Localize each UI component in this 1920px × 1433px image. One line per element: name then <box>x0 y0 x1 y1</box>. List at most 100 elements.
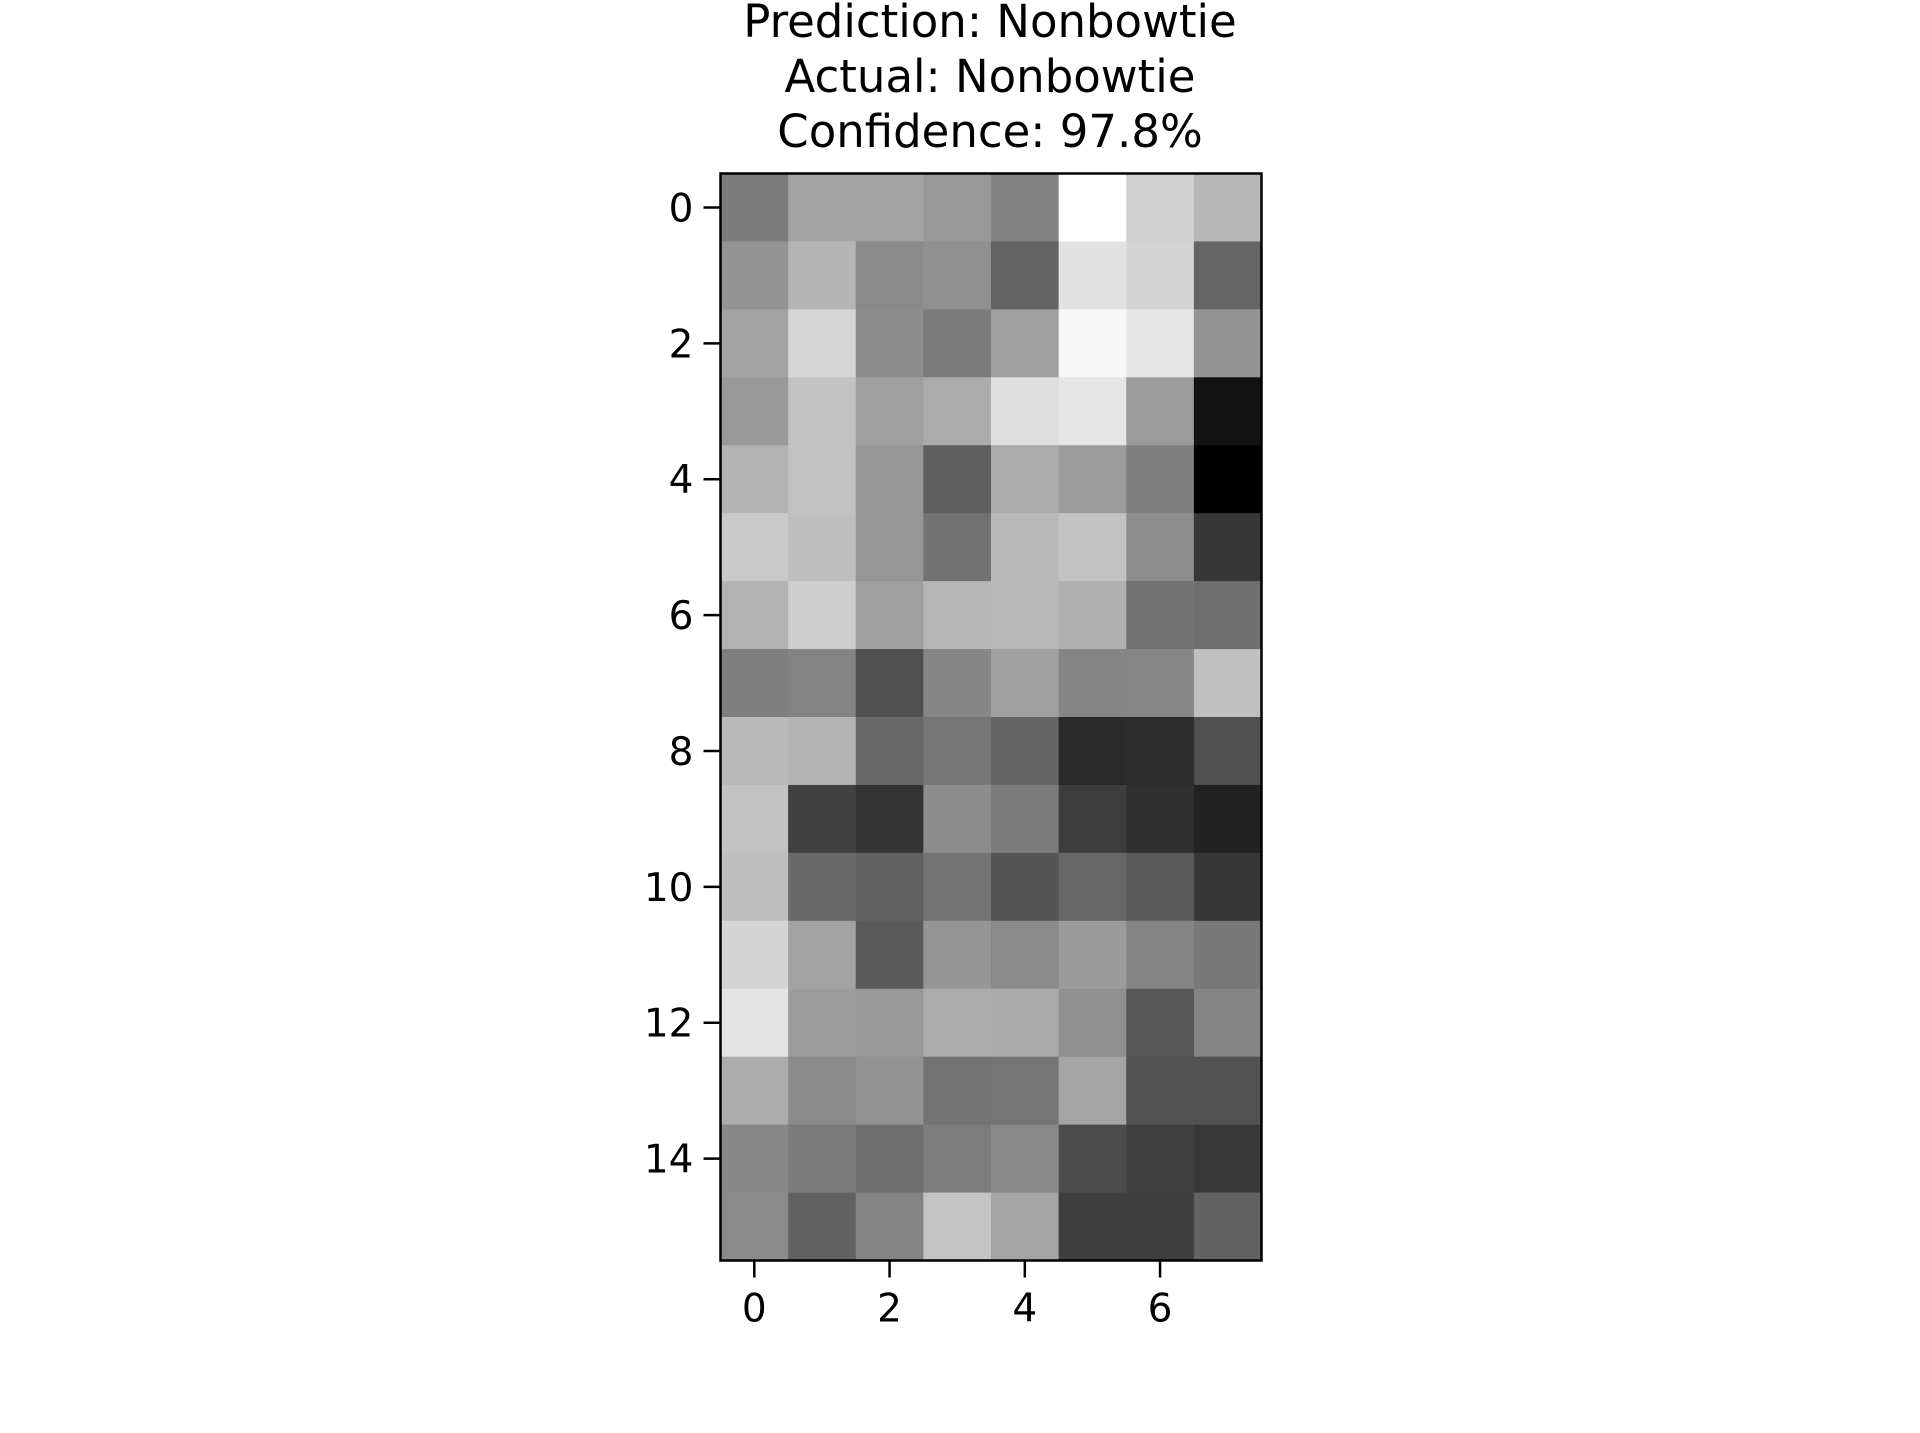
heatmap-cell-r0-c7 <box>1193 173 1263 243</box>
heatmap-cell-r14-c2 <box>855 1124 924 1194</box>
heatmap-cell-r9-c3 <box>923 784 992 854</box>
heatmap-cell-r2-c1 <box>788 309 857 378</box>
heatmap-cell-r12-c0 <box>720 988 789 1058</box>
heatmap-cell-r1-c5 <box>1058 241 1127 310</box>
y-tick-label-6: 6 <box>669 594 694 639</box>
heatmap-cell-r2-c3 <box>923 309 992 378</box>
heatmap-cell-r15-c5 <box>1058 1192 1127 1262</box>
heatmap-cell-r8-c2 <box>855 717 924 786</box>
heatmap-cell-r13-c3 <box>923 1056 992 1126</box>
heatmap-cell-r12-c6 <box>1126 988 1195 1058</box>
heatmap-cell-r6-c4 <box>991 581 1060 650</box>
x-tick-label-0: 0 <box>742 1287 767 1332</box>
heatmap-cell-r9-c7 <box>1193 784 1263 854</box>
heatmap-cell-r13-c0 <box>720 1056 789 1126</box>
heatmap-cell-r12-c5 <box>1058 988 1127 1058</box>
heatmap-cell-r8-c0 <box>720 717 789 786</box>
heatmap-cell-r13-c1 <box>788 1056 857 1126</box>
heatmap-cell-r6-c6 <box>1126 581 1195 650</box>
heatmap-cell-r2-c5 <box>1058 309 1127 378</box>
y-axis: 0 2 4 6 8 10 12 14 <box>644 186 721 1183</box>
heatmap-cell-r1-c7 <box>1193 241 1263 310</box>
heatmap-cell-r1-c0 <box>720 241 789 310</box>
heatmap-cell-r9-c4 <box>991 784 1060 854</box>
heatmap-cell-r2-c0 <box>720 309 789 378</box>
plot-frame <box>719 172 1263 1262</box>
chart-title: Prediction: Nonbowtie Actual: Nonbowtie … <box>743 0 1236 158</box>
heatmap-cell-r1-c2 <box>855 241 924 310</box>
y-tick-label-2: 2 <box>669 322 694 367</box>
y-tick-label-14: 14 <box>644 1138 694 1183</box>
heatmap-cell-r5-c7 <box>1193 513 1263 582</box>
heatmap-cell-r4-c2 <box>855 445 924 514</box>
heatmap-cell-r15-c3 <box>923 1192 992 1262</box>
heatmap-cell-r10-c6 <box>1126 852 1195 922</box>
heatmap-cell-r5-c5 <box>1058 513 1127 582</box>
x-tick-label-6: 6 <box>1148 1287 1173 1332</box>
heatmap-cell-r0-c4 <box>991 173 1060 243</box>
heatmap-cell-r9-c2 <box>855 784 924 854</box>
x-tick-label-4: 4 <box>1012 1287 1037 1332</box>
heatmap-cell-r15-c1 <box>788 1192 857 1262</box>
heatmap-cell-r10-c1 <box>788 852 857 922</box>
x-tick-label-2: 2 <box>877 1287 902 1332</box>
heatmap-cell-r9-c0 <box>720 784 789 854</box>
heatmap-cell-r14-c3 <box>923 1124 992 1194</box>
heatmap-cell-r3-c4 <box>991 377 1060 446</box>
heatmap-cell-r0-c3 <box>923 173 992 243</box>
heatmap-cell-r0-c5 <box>1058 173 1127 243</box>
heatmap-cell-r4-c1 <box>788 445 857 514</box>
heatmap-cell-r4-c5 <box>1058 445 1127 514</box>
heatmap-cell-r2-c2 <box>855 309 924 378</box>
heatmap-cell-r8-c7 <box>1193 717 1263 786</box>
heatmap-cell-r3-c5 <box>1058 377 1127 446</box>
heatmap-cell-r11-c3 <box>923 920 992 990</box>
heatmap-cell-r12-c1 <box>788 988 857 1058</box>
heatmap-cell-r15-c6 <box>1126 1192 1195 1262</box>
heatmap-cell-r7-c7 <box>1193 649 1263 718</box>
heatmap-cells <box>720 173 1263 1262</box>
heatmap-cell-r15-c4 <box>991 1192 1060 1262</box>
heatmap-cell-r4-c3 <box>923 445 992 514</box>
heatmap-cell-r15-c2 <box>855 1192 924 1262</box>
heatmap-cell-r9-c5 <box>1058 784 1127 854</box>
heatmap-cell-r1-c1 <box>788 241 857 310</box>
heatmap-cell-r8-c3 <box>923 717 992 786</box>
y-tick-label-12: 12 <box>644 1002 694 1047</box>
heatmap-cell-r10-c4 <box>991 852 1060 922</box>
title-line-actual: Actual: Nonbowtie <box>785 50 1196 103</box>
heatmap-cell-r12-c2 <box>855 988 924 1058</box>
heatmap-cell-r12-c3 <box>923 988 992 1058</box>
x-axis: 0 2 4 6 <box>742 1260 1173 1332</box>
heatmap-cell-r4-c7 <box>1193 445 1263 514</box>
heatmap-cell-r10-c7 <box>1193 852 1263 922</box>
heatmap-cell-r13-c6 <box>1126 1056 1195 1126</box>
heatmap-cell-r5-c4 <box>991 513 1060 582</box>
heatmap-cell-r6-c5 <box>1058 581 1127 650</box>
heatmap-cell-r14-c6 <box>1126 1124 1195 1194</box>
heatmap-cell-r13-c5 <box>1058 1056 1127 1126</box>
heatmap-cell-r6-c7 <box>1193 581 1263 650</box>
title-line-confidence: Confidence: 97.8% <box>777 105 1202 158</box>
y-tick-label-8: 8 <box>669 730 694 775</box>
heatmap-cell-r11-c7 <box>1193 920 1263 990</box>
heatmap-cell-r15-c0 <box>720 1192 789 1262</box>
heatmap-cell-r1-c4 <box>991 241 1060 310</box>
heatmap-cell-r0-c2 <box>855 173 924 243</box>
heatmap-cell-r8-c1 <box>788 717 857 786</box>
heatmap-cell-r8-c4 <box>991 717 1060 786</box>
heatmap-cell-r7-c0 <box>720 649 789 718</box>
heatmap-cell-r2-c7 <box>1193 309 1263 378</box>
heatmap-cell-r0-c1 <box>788 173 857 243</box>
heatmap-cell-r3-c6 <box>1126 377 1195 446</box>
heatmap-cell-r6-c0 <box>720 581 789 650</box>
heatmap-cell-r14-c5 <box>1058 1124 1127 1194</box>
heatmap-cell-r14-c4 <box>991 1124 1060 1194</box>
heatmap-cell-r4-c4 <box>991 445 1060 514</box>
heatmap-cell-r7-c6 <box>1126 649 1195 718</box>
heatmap-cell-r9-c1 <box>788 784 857 854</box>
heatmap-cell-r7-c1 <box>788 649 857 718</box>
heatmap-cell-r7-c4 <box>991 649 1060 718</box>
